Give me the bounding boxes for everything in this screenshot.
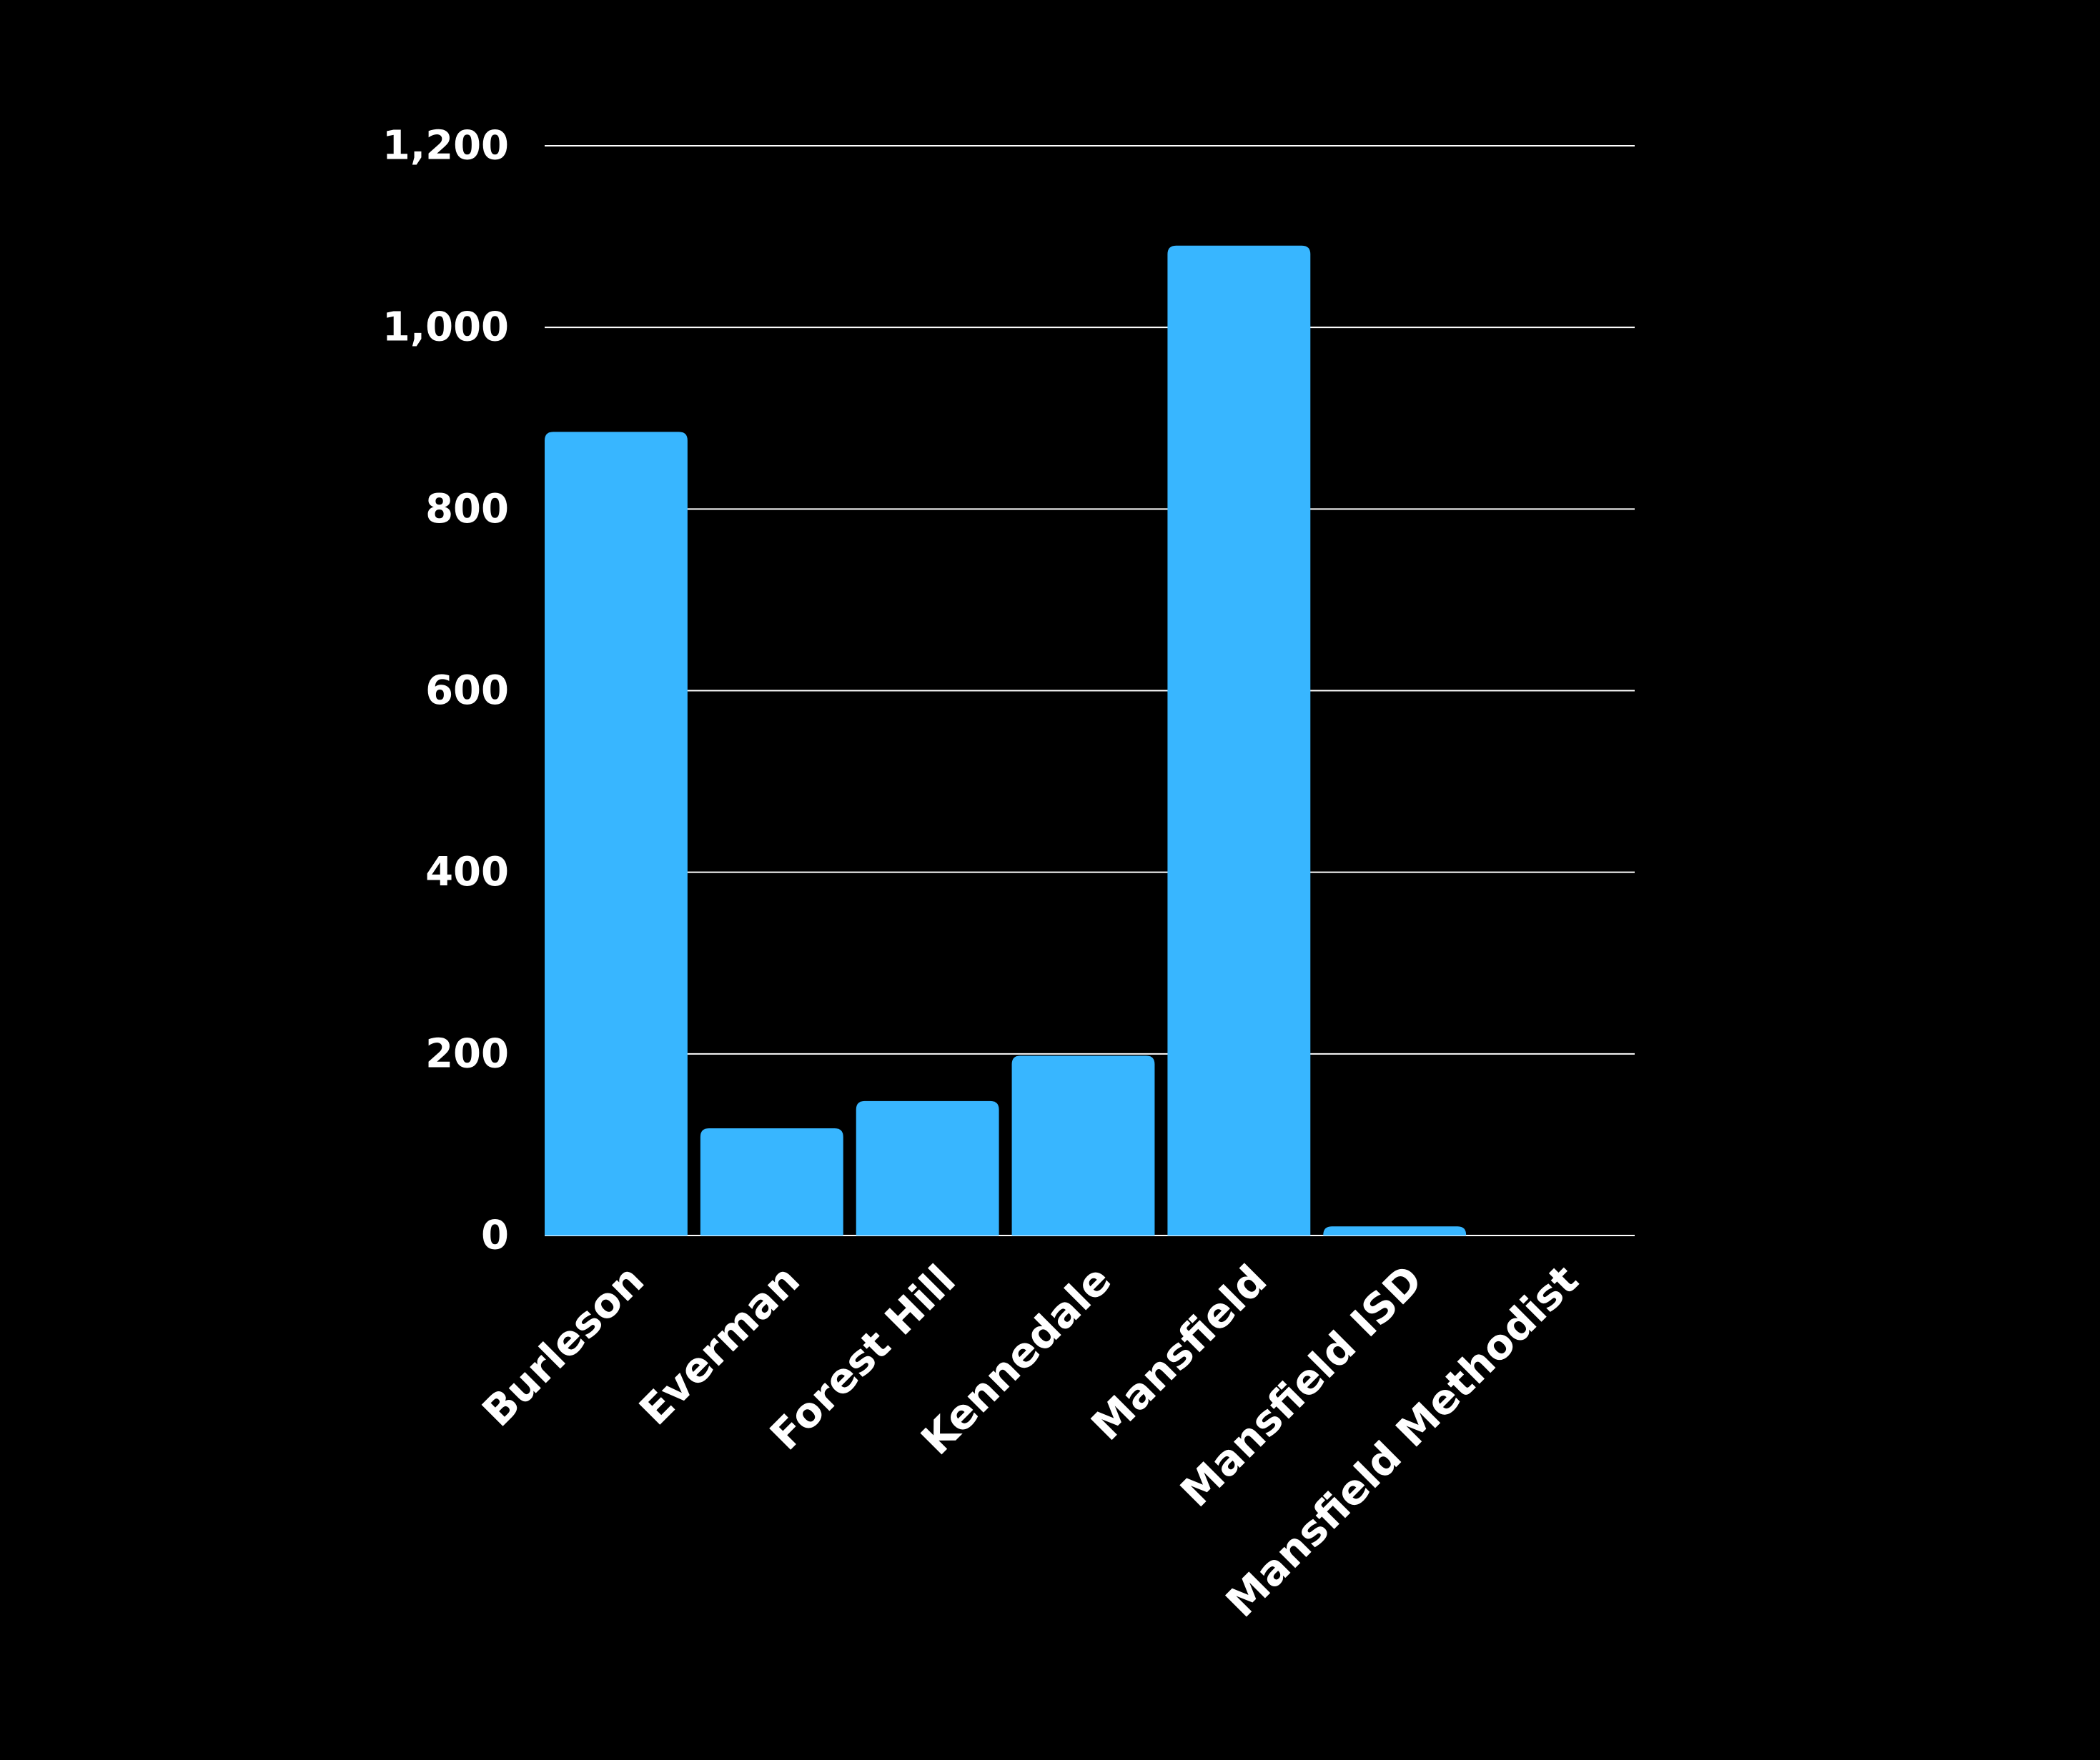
y-tick-label: 800 [425, 486, 509, 532]
bars [545, 245, 1467, 1236]
bar-mansfield [1167, 245, 1311, 1236]
y-tick-label: 600 [425, 667, 509, 714]
y-tick-label: 1,200 [382, 123, 509, 169]
bar-mansfield-isd [1323, 1226, 1467, 1236]
bar-burleson [545, 432, 688, 1236]
y-tick-label: 0 [481, 1213, 509, 1259]
gridlines [545, 145, 1635, 1236]
y-axis-tick-labels: 0 200 400 600 800 1,000 1,200 [382, 123, 509, 1259]
y-tick-label: 400 [425, 849, 509, 895]
bar-kennedale [1011, 1055, 1155, 1236]
x-category-label: Burleson [473, 1256, 653, 1436]
y-tick-label: 1,000 [382, 304, 509, 351]
y-tick-label: 200 [425, 1030, 509, 1077]
bar-everman [700, 1128, 843, 1236]
bar-forest-hill [856, 1100, 999, 1236]
